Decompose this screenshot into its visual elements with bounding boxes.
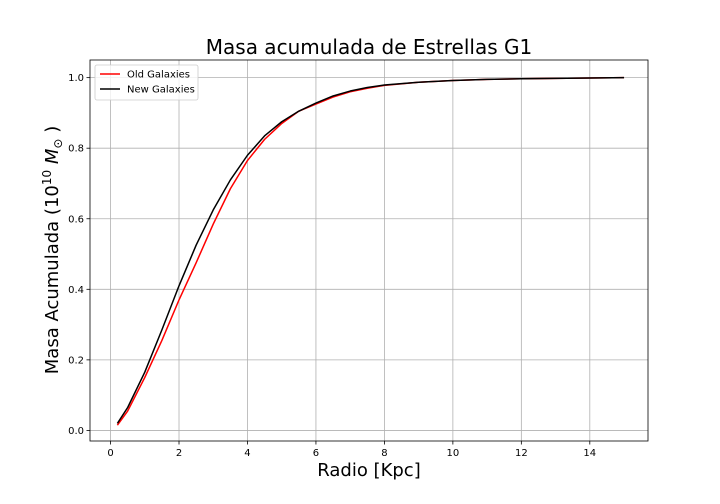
y-tick-label: 0.2 bbox=[68, 355, 84, 366]
legend-label-old-galaxies: Old Galaxies bbox=[127, 70, 190, 81]
plot-frame bbox=[89, 59, 649, 442]
y-tick-label: 0.6 bbox=[68, 214, 84, 225]
series-line-new-galaxies bbox=[116, 76, 625, 424]
y-axis-title-suffix: ) bbox=[42, 126, 63, 139]
legend-box bbox=[94, 64, 199, 101]
y-axis-title: Masa Acumulada (1010 M⊙ ) bbox=[40, 126, 65, 374]
x-tick-label: 4 bbox=[244, 448, 250, 459]
grid bbox=[90, 60, 648, 441]
x-axis-title: Radio [Kpc] bbox=[317, 460, 420, 481]
y-axis-title-unit-subscript: ⊙ bbox=[51, 139, 65, 149]
y-tick-label: 1.0 bbox=[68, 73, 84, 84]
y-tick-label: 0.8 bbox=[68, 144, 84, 155]
x-tick-label: 8 bbox=[381, 448, 387, 459]
y-tick-label: 0.4 bbox=[68, 285, 84, 296]
x-axis: 0 2 4 6 8 10 12 14 bbox=[107, 441, 596, 459]
y-axis: 0.0 0.2 0.4 0.6 0.8 1.0 bbox=[68, 73, 90, 437]
y-tick-label: 0.0 bbox=[68, 426, 84, 437]
legend: Old Galaxies New Galaxies bbox=[94, 64, 199, 101]
x-tick-label: 10 bbox=[447, 448, 460, 459]
series-layer bbox=[116, 76, 625, 426]
y-axis-title-prefix: Masa Acumulada (10 bbox=[42, 185, 63, 374]
x-tick-label: 14 bbox=[583, 448, 596, 459]
y-axis-title-exponent: 10 bbox=[40, 170, 54, 185]
x-tick-label: 12 bbox=[515, 448, 528, 459]
y-axis-title-unit: M bbox=[42, 148, 63, 170]
legend-label-new-galaxies: New Galaxies bbox=[127, 85, 195, 96]
x-tick-label: 6 bbox=[313, 448, 319, 459]
x-tick-label: 0 bbox=[107, 448, 113, 459]
x-tick-label: 2 bbox=[176, 448, 182, 459]
chart-title: Masa acumulada de Estrellas G1 bbox=[206, 35, 532, 59]
